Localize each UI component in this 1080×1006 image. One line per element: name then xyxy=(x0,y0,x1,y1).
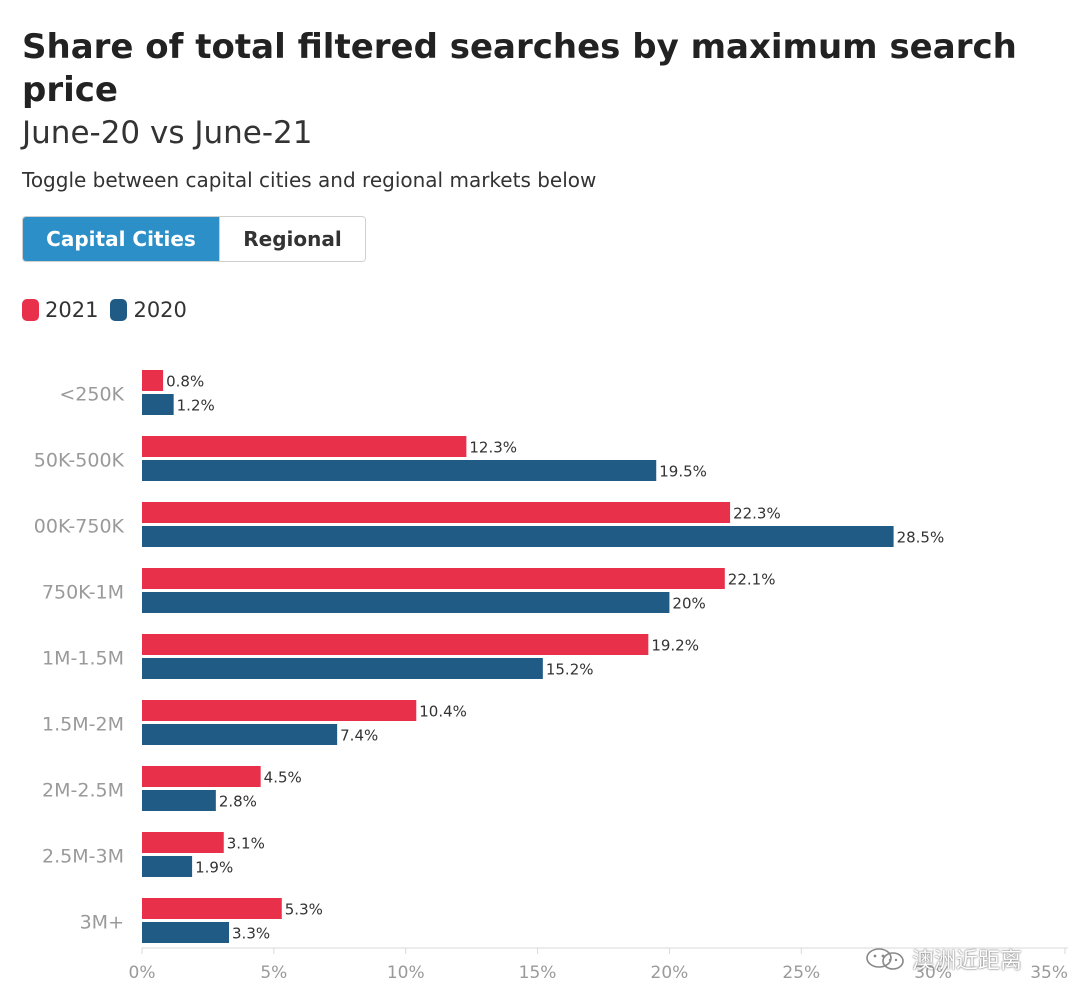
data-label-2021-7: 4.5% xyxy=(264,769,302,787)
bar-2021-5 xyxy=(142,634,649,655)
data-label-2021-4: 22.1% xyxy=(728,571,776,589)
data-label-2021-6: 10.4% xyxy=(419,703,467,721)
chart-legend: 2021 2020 xyxy=(22,298,199,322)
bar-2021-9 xyxy=(142,898,282,919)
data-label-2020-5: 15.2% xyxy=(546,661,594,679)
data-label-2020-1: 1.2% xyxy=(177,397,215,415)
bar-2021-3 xyxy=(142,502,731,523)
x-tick-label: 0% xyxy=(129,963,156,983)
bar-2021-6 xyxy=(142,700,417,721)
x-tick-label: 15% xyxy=(519,963,557,983)
legend-label-2021: 2021 xyxy=(45,298,99,322)
bar-2021-1 xyxy=(142,370,164,391)
toggle-instruction: Toggle between capital cities and region… xyxy=(22,168,597,192)
bar-chart: <250K 0.8% 1.2% 50K-500K 12.3% 19.5% 00K-750K 2… xyxy=(34,370,1068,983)
data-label-2021-2: 12.3% xyxy=(469,439,517,457)
data-label-2021-9: 5.3% xyxy=(285,901,323,919)
category-label: 2.5M-3M xyxy=(42,846,124,868)
x-tick-label: 5% xyxy=(260,963,287,983)
x-tick-label: 35% xyxy=(1030,963,1068,983)
x-tick-label: 20% xyxy=(651,963,689,983)
legend-swatch-2020 xyxy=(110,299,128,321)
category-label: 00K-750K xyxy=(34,516,125,538)
data-label-2021-3: 22.3% xyxy=(733,505,781,523)
category-label: 3M+ xyxy=(80,912,124,934)
bar-2020-9 xyxy=(142,922,230,943)
data-label-2021-8: 3.1% xyxy=(227,835,265,853)
bar-2021-8 xyxy=(142,832,224,853)
category-label: 2M-2.5M xyxy=(42,780,124,802)
legend-item-2020[interactable]: 2020 xyxy=(110,298,187,322)
bar-2020-3 xyxy=(142,526,894,547)
bar-2020-6 xyxy=(142,724,338,745)
chart-subtitle: June-20 vs June-21 xyxy=(22,115,313,151)
wechat-icon xyxy=(866,948,904,970)
bar-2020-1 xyxy=(142,394,174,415)
category-label: 750K-1M xyxy=(42,582,124,604)
data-label-2021-5: 19.2% xyxy=(651,637,699,655)
data-label-2020-9: 3.3% xyxy=(232,925,270,943)
bar-2020-4 xyxy=(142,592,670,613)
bar-2021-4 xyxy=(142,568,725,589)
x-tick-label: 25% xyxy=(782,963,820,983)
category-label: 50K-500K xyxy=(34,450,125,472)
legend-label-2020: 2020 xyxy=(133,298,187,322)
data-label-2020-6: 7.4% xyxy=(340,727,378,745)
data-label-2021-1: 0.8% xyxy=(166,373,204,391)
regional-button[interactable]: Regional xyxy=(219,217,365,261)
x-tick-label: 30% xyxy=(914,963,952,983)
category-label: 1.5M-2M xyxy=(42,714,124,736)
data-label-2020-7: 2.8% xyxy=(219,793,257,811)
legend-swatch-2021 xyxy=(22,299,39,321)
category-label: <250K xyxy=(59,384,124,406)
market-toggle: Capital Cities Regional xyxy=(22,216,366,262)
watermark-text: 澳洲近距离 xyxy=(912,949,1023,974)
x-tick-label: 10% xyxy=(387,963,425,983)
category-label: 1M-1.5M xyxy=(42,648,124,670)
watermark: 澳洲近距离 xyxy=(864,943,1022,975)
capital-cities-button[interactable]: Capital Cities xyxy=(23,217,219,261)
bar-2021-7 xyxy=(142,766,261,787)
data-label-2020-2: 19.5% xyxy=(659,463,707,481)
bar-2021-2 xyxy=(142,436,467,457)
bar-2020-7 xyxy=(142,790,216,811)
chart-title: Share of total filtered searches by maxi… xyxy=(22,27,1017,110)
bar-2020-2 xyxy=(142,460,657,481)
data-label-2020-3: 28.5% xyxy=(897,529,945,547)
data-label-2020-4: 20% xyxy=(672,595,705,613)
data-label-2020-8: 1.9% xyxy=(195,859,233,877)
legend-item-2021[interactable]: 2021 xyxy=(22,298,98,322)
bar-2020-5 xyxy=(142,658,543,679)
bar-2020-8 xyxy=(142,856,193,877)
